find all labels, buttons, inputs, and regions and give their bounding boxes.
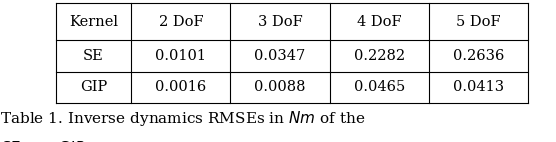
- Text: SE: SE: [83, 49, 104, 63]
- Text: 0.0101: 0.0101: [155, 49, 206, 63]
- Text: 5 DoF: 5 DoF: [456, 15, 501, 29]
- Bar: [56, 3, 528, 103]
- Text: 4 DoF: 4 DoF: [357, 15, 401, 29]
- Text: $SE$ and $GIP$ estimators as a function of the DoF.: $SE$ and $GIP$ estimators as a function …: [0, 140, 366, 142]
- Text: 0.2282: 0.2282: [354, 49, 405, 63]
- Text: 2 DoF: 2 DoF: [158, 15, 203, 29]
- Text: 0.0088: 0.0088: [254, 80, 306, 94]
- Text: 0.0465: 0.0465: [354, 80, 405, 94]
- Text: GIP: GIP: [80, 80, 107, 94]
- Text: 0.0016: 0.0016: [155, 80, 206, 94]
- Text: 0.2636: 0.2636: [453, 49, 504, 63]
- Text: 3 DoF: 3 DoF: [258, 15, 302, 29]
- Text: 0.0413: 0.0413: [453, 80, 504, 94]
- Text: Kernel: Kernel: [69, 15, 118, 29]
- Text: Table 1. Inverse dynamics RMSEs in $Nm$ of the: Table 1. Inverse dynamics RMSEs in $Nm$ …: [0, 109, 365, 128]
- Text: 0.0347: 0.0347: [255, 49, 306, 63]
